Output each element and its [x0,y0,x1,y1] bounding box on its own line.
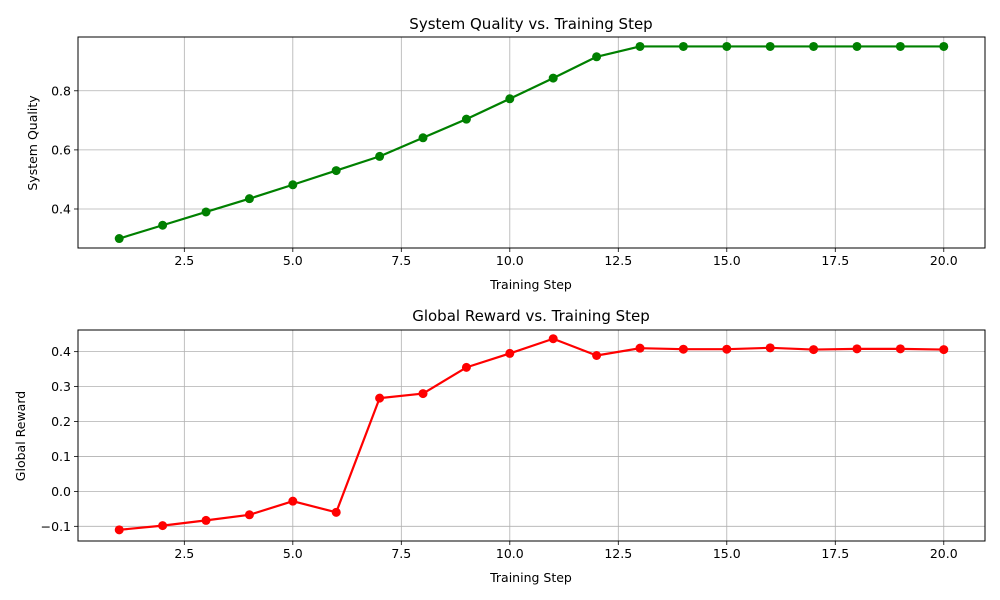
data-point [505,94,515,104]
x-tick-label: 12.5 [604,546,632,561]
data-point [244,194,254,204]
data-point [375,393,385,403]
x-tick-label: 15.0 [713,253,741,268]
grid [78,37,985,248]
data-point [548,334,558,344]
x-axis-label: Training Step [489,570,572,585]
data-point [461,114,471,124]
data-point [852,41,862,51]
data-point [114,234,124,244]
data-point [765,343,775,353]
data-point [418,133,428,143]
ticks: 2.5 5.0 7.5 10.0 12.5 15.0 17.5 20.0 0.4 0.6 0.8 [51,83,958,268]
data-point [461,362,471,372]
data-point [331,507,341,517]
x-tick-label: 7.5 [391,546,411,561]
x-tick-label: 15.0 [713,546,741,561]
data-point [592,52,602,62]
chart-title: Global Reward vs. Training Step [412,307,650,325]
data-point [895,344,905,354]
y-tick-label: 0.1 [51,449,71,464]
plot-frame [77,36,986,249]
data-point [635,41,645,51]
data-point [201,515,211,525]
series [114,334,949,535]
x-tick-label: 20.0 [930,253,958,268]
plot-frame [77,329,986,542]
data-point [331,166,341,176]
series-line [119,337,944,531]
x-axis-label: Training Step [489,277,572,292]
x-tick-label: 17.5 [821,546,849,561]
data-point [548,73,558,83]
y-axis-label: System Quality [25,95,40,191]
data-point [809,345,819,355]
data-point [939,41,949,51]
data-point [505,348,515,358]
data-point [722,41,732,51]
data-point [852,344,862,354]
x-tick-label: 5.0 [283,546,303,561]
y-tick-label: −0.1 [41,519,71,534]
global-reward-chart: Global Reward vs. Training Step 2.5 5.0 7.… [13,307,986,585]
data-point [418,389,428,399]
series [114,41,949,244]
data-point [895,41,905,51]
data-point [288,496,298,506]
data-point [244,510,254,520]
x-tick-label: 2.5 [174,253,194,268]
data-point [635,343,645,353]
data-point [809,41,819,51]
data-point [201,207,211,217]
x-tick-label: 10.0 [496,546,524,561]
data-point [288,180,298,190]
y-tick-label: 0.4 [51,344,71,359]
y-tick-label: 0.8 [51,83,71,98]
data-point [939,345,949,355]
system-quality-chart: System Quality vs. Training Step 2.5 5.0 7… [25,15,986,292]
data-point [375,151,385,161]
y-axis-label: Global Reward [13,391,28,481]
x-tick-label: 7.5 [391,253,411,268]
chart-title: System Quality vs. Training Step [409,15,652,33]
data-point [765,41,775,51]
y-tick-label: 0.2 [51,414,71,429]
data-point [158,521,168,531]
data-point [158,220,168,230]
data-point [592,351,602,361]
data-point [114,525,124,535]
series-line [118,45,944,240]
x-tick-label: 10.0 [496,253,524,268]
y-tick-label: 0.0 [51,484,71,499]
y-tick-label: 0.3 [51,379,71,394]
x-tick-label: 17.5 [821,253,849,268]
y-tick-label: 0.6 [51,142,71,157]
x-tick-label: 20.0 [930,546,958,561]
y-tick-label: 0.4 [51,201,71,216]
ticks: 2.5 5.0 7.5 10.0 12.5 15.0 17.5 20.0 −0.1 0.0 0.1 0… [41,344,958,561]
x-tick-label: 2.5 [174,546,194,561]
data-point [678,41,688,51]
x-tick-label: 5.0 [283,253,303,268]
x-tick-label: 12.5 [604,253,632,268]
data-point [678,344,688,354]
data-point [722,344,732,354]
grid [78,330,985,541]
